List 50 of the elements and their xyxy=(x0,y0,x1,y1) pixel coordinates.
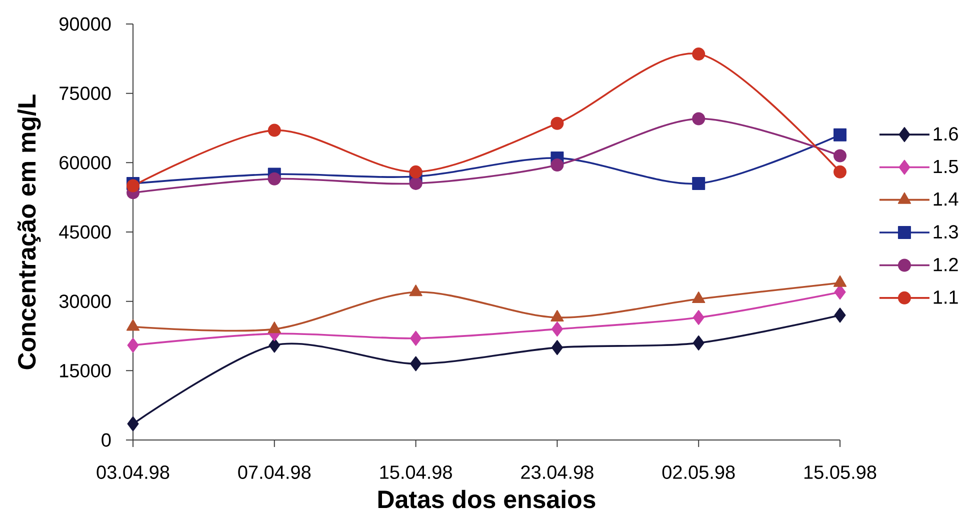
point xyxy=(550,158,564,172)
legend-label: 1.4 xyxy=(934,192,958,206)
point xyxy=(692,292,706,304)
y-tick-label: 15000 xyxy=(60,364,111,378)
x-tick-label: 15.05.98 xyxy=(804,466,876,479)
point xyxy=(550,310,564,322)
point xyxy=(692,335,704,350)
y-tick-label: 45000 xyxy=(59,225,111,239)
point xyxy=(127,338,139,353)
y-tick-label: 90000 xyxy=(60,17,111,31)
legend-label: 1.3 xyxy=(934,225,958,239)
y-axis-title: Concentração em mg/L xyxy=(17,94,41,370)
point xyxy=(268,338,280,353)
point xyxy=(268,172,281,186)
point xyxy=(692,310,704,326)
point xyxy=(410,330,422,346)
legend-label: 1.5 xyxy=(934,160,958,174)
point xyxy=(692,48,706,61)
y-tick-label: 60000 xyxy=(60,156,111,170)
point xyxy=(692,176,706,190)
point xyxy=(834,149,846,162)
x-tick-label: 03.04.98 xyxy=(96,466,170,479)
point xyxy=(409,284,422,296)
x-tick-label: 15.04.98 xyxy=(380,466,452,479)
x-axis-title: Datas dos ensaios xyxy=(378,490,596,508)
point xyxy=(551,340,563,356)
legend-label: 1.6 xyxy=(934,127,958,141)
legend-label: 1.1 xyxy=(934,290,958,304)
point xyxy=(551,322,563,337)
y-tick-label: 0 xyxy=(102,433,111,447)
point xyxy=(126,179,140,192)
point xyxy=(834,284,846,300)
legend-label: 1.2 xyxy=(934,258,958,272)
point xyxy=(127,416,139,432)
point xyxy=(268,322,281,334)
y-tick-label: 75000 xyxy=(60,86,111,100)
point xyxy=(550,116,564,130)
point xyxy=(409,176,422,190)
point xyxy=(692,112,706,126)
point xyxy=(834,165,846,178)
point xyxy=(410,356,422,372)
point xyxy=(834,128,846,142)
point xyxy=(268,124,281,137)
x-tick-label: 02.05.98 xyxy=(662,466,735,479)
point xyxy=(409,165,422,178)
y-tick-label: 30000 xyxy=(59,294,111,308)
x-tick-label: 07.04.98 xyxy=(238,466,311,479)
x-tick-label: 23.04.98 xyxy=(521,466,594,479)
point xyxy=(834,308,846,323)
point xyxy=(126,319,140,331)
